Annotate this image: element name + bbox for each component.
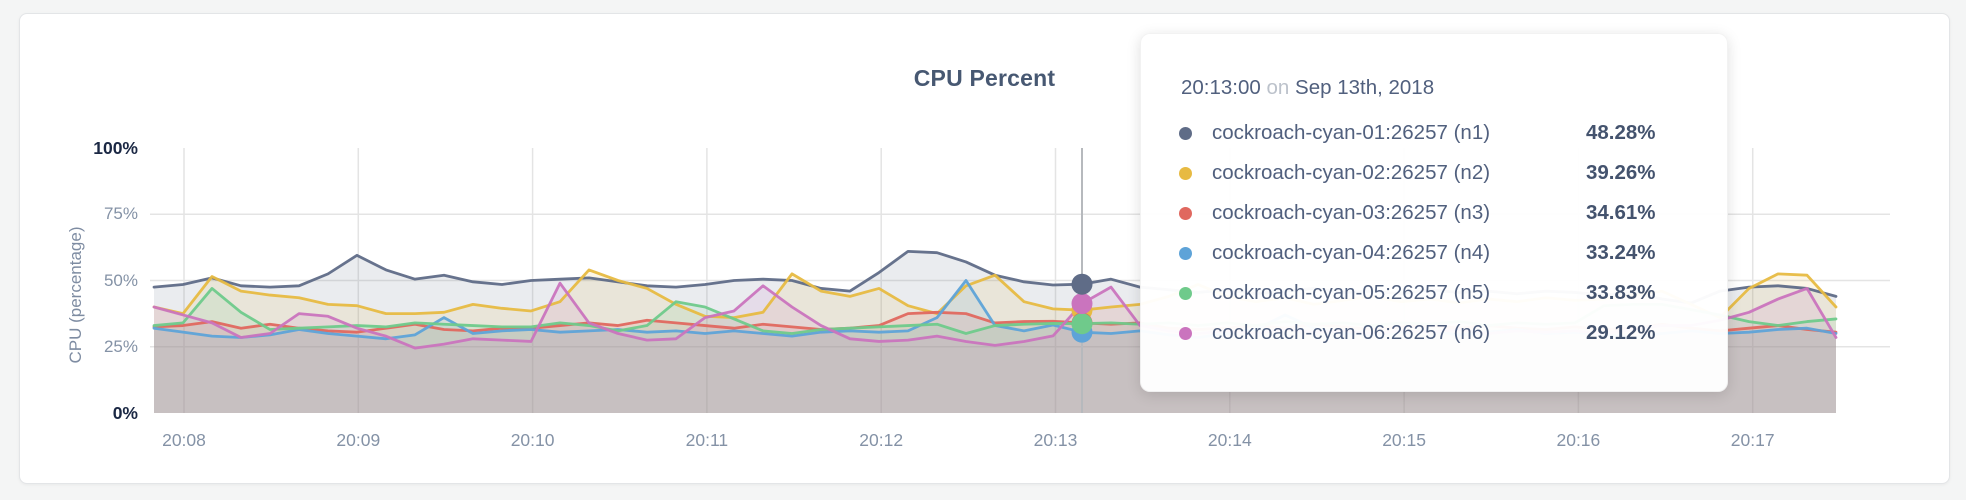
y-tick-label: 100% (93, 138, 138, 158)
tooltip-timestamp: 20:13:00 on Sep 13th, 2018 (1181, 76, 1687, 100)
tooltip-date: Sep 13th, 2018 (1295, 76, 1435, 99)
tooltip-row-n1: cockroach-cyan-01:26257 (n1) 48.28% (1179, 113, 1687, 153)
series-label-n1: cockroach-cyan-01:26257 (n1) (1212, 121, 1491, 144)
x-tick-label: 20:15 (1382, 430, 1426, 450)
series-dot-n2 (1179, 166, 1192, 180)
series-value-n4: 33.24% (1586, 241, 1656, 264)
x-tick-label: 20:12 (859, 430, 904, 450)
y-tick-label: 0% (112, 403, 138, 423)
series-value-n2: 39.26% (1586, 161, 1656, 184)
series-label-n2: cockroach-cyan-02:26257 (n2) (1212, 161, 1491, 184)
tooltip-row-n5: cockroach-cyan-05:26257 (n5) 33.83% (1179, 273, 1687, 313)
series-dot-n1 (1179, 126, 1192, 140)
hover-point-n1 (1071, 273, 1093, 295)
y-tick-label: 25% (103, 336, 138, 356)
tooltip-time: 20:13:00 (1181, 76, 1261, 99)
series-label-n3: cockroach-cyan-03:26257 (n3) (1212, 201, 1491, 224)
y-tick-label: 75% (103, 204, 138, 224)
x-tick-label: 20:16 (1556, 430, 1601, 450)
series-dot-n5 (1179, 286, 1192, 300)
series-dot-n4 (1179, 246, 1192, 260)
x-tick-label: 20:13 (1033, 430, 1078, 450)
series-value-n5: 33.83% (1586, 281, 1656, 304)
series-label-n6: cockroach-cyan-06:26257 (n6) (1212, 321, 1491, 344)
hover-point-n6 (1071, 293, 1093, 315)
x-tick-label: 20:08 (162, 430, 206, 450)
series-label-n4: cockroach-cyan-04:26257 (n4) (1212, 241, 1491, 264)
tooltip-row-n2: cockroach-cyan-02:26257 (n2) 39.26% (1179, 153, 1687, 193)
tooltip-row-n3: cockroach-cyan-03:26257 (n3) 34.61% (1179, 193, 1687, 233)
series-dot-n6 (1179, 326, 1192, 340)
series-value-n6: 29.12% (1586, 321, 1656, 344)
series-dot-n3 (1179, 206, 1192, 220)
series-value-n3: 34.61% (1586, 201, 1656, 224)
y-tick-label: 50% (103, 270, 138, 290)
hover-point-n5 (1071, 313, 1093, 335)
chart-title: CPU Percent (913, 65, 1056, 91)
x-tick-label: 20:14 (1207, 430, 1252, 450)
series-value-n1: 48.28% (1586, 121, 1656, 144)
tooltip-row-n6: cockroach-cyan-06:26257 (n6) 29.12% (1179, 313, 1687, 353)
x-tick-label: 20:17 (1730, 430, 1775, 450)
series-label-n5: cockroach-cyan-05:26257 (n5) (1212, 281, 1491, 304)
x-tick-label: 20:09 (336, 430, 381, 450)
tooltip-connector: on (1266, 76, 1290, 99)
x-tick-label: 20:10 (510, 430, 555, 450)
x-tick-label: 20:11 (685, 430, 729, 450)
tooltip-row-n4: cockroach-cyan-04:26257 (n4) 33.24% (1179, 233, 1687, 273)
hover-tooltip: 20:13:00 on Sep 13th, 2018 cockroach-cya… (1140, 33, 1728, 392)
